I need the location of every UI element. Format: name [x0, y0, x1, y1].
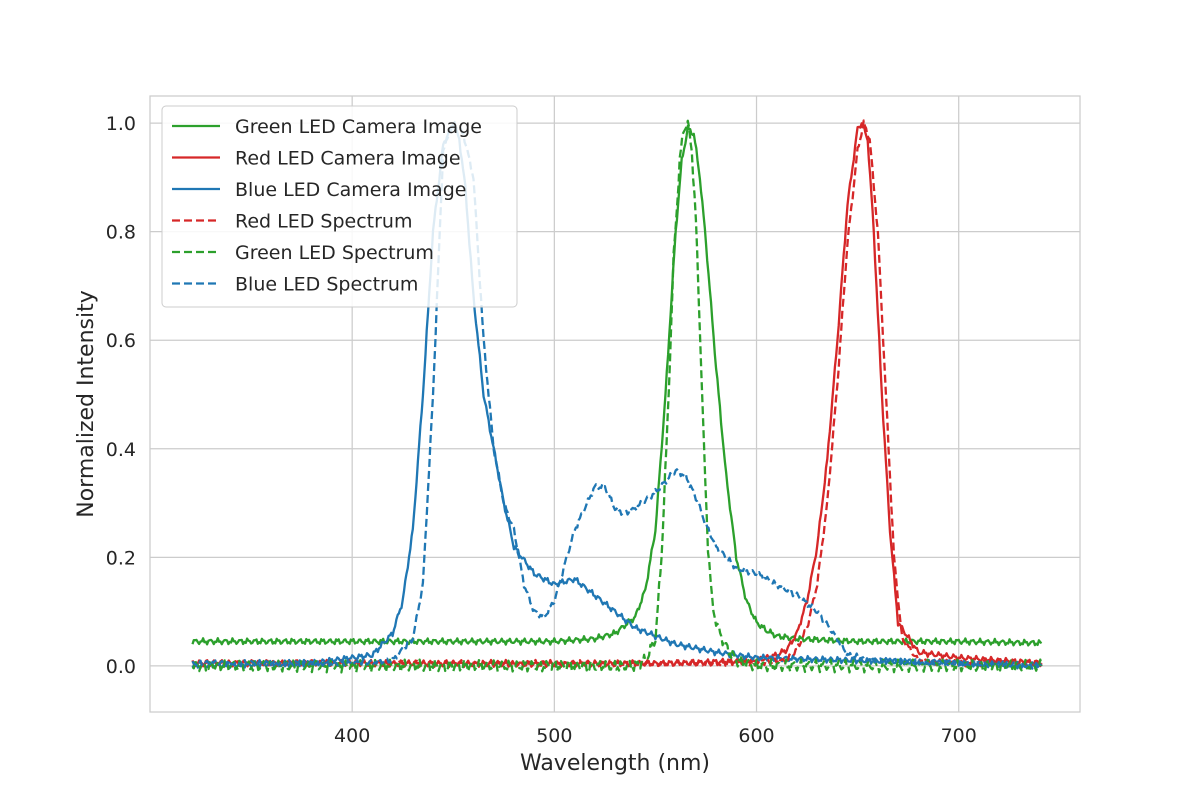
legend-label: Blue LED Camera Image	[235, 179, 466, 201]
x-tick-label: 700	[941, 725, 977, 747]
y-tick-label: 1.0	[106, 113, 136, 135]
series-line-0	[191, 124, 1043, 647]
series-line-4	[191, 119, 1043, 674]
y-axis-label: Normalized Intensity	[74, 290, 99, 518]
legend-label: Green LED Camera Image	[235, 116, 482, 138]
legend-label: Red LED Camera Image	[235, 148, 461, 170]
legend-label: Green LED Spectrum	[235, 242, 434, 264]
x-tick-label: 500	[536, 725, 572, 747]
y-tick-label: 0.2	[106, 547, 136, 569]
legend-label: Blue LED Spectrum	[235, 274, 418, 296]
y-tick-label: 0.8	[106, 222, 136, 244]
y-tick-label: 0.4	[106, 439, 136, 461]
y-tick-label: 0.0	[106, 656, 136, 678]
legend-box	[161, 105, 518, 308]
x-axis-label: Wavelength (nm)	[520, 751, 710, 776]
series-line-5	[191, 120, 1043, 670]
plot-frame	[149, 95, 1081, 713]
y-tick-label: 0.6	[106, 330, 136, 352]
tick-labels: 400 500 600 700 0.0 0.2 0.4 0.6 0.8 1.0	[106, 113, 977, 747]
x-tick-label: 400	[334, 725, 370, 747]
legend-label: Red LED Spectrum	[235, 211, 412, 233]
plot-lines	[191, 119, 1043, 674]
legend: Green LED Camera Image Red LED Camera Ima…	[161, 105, 518, 308]
x-tick-label: 600	[738, 725, 774, 747]
